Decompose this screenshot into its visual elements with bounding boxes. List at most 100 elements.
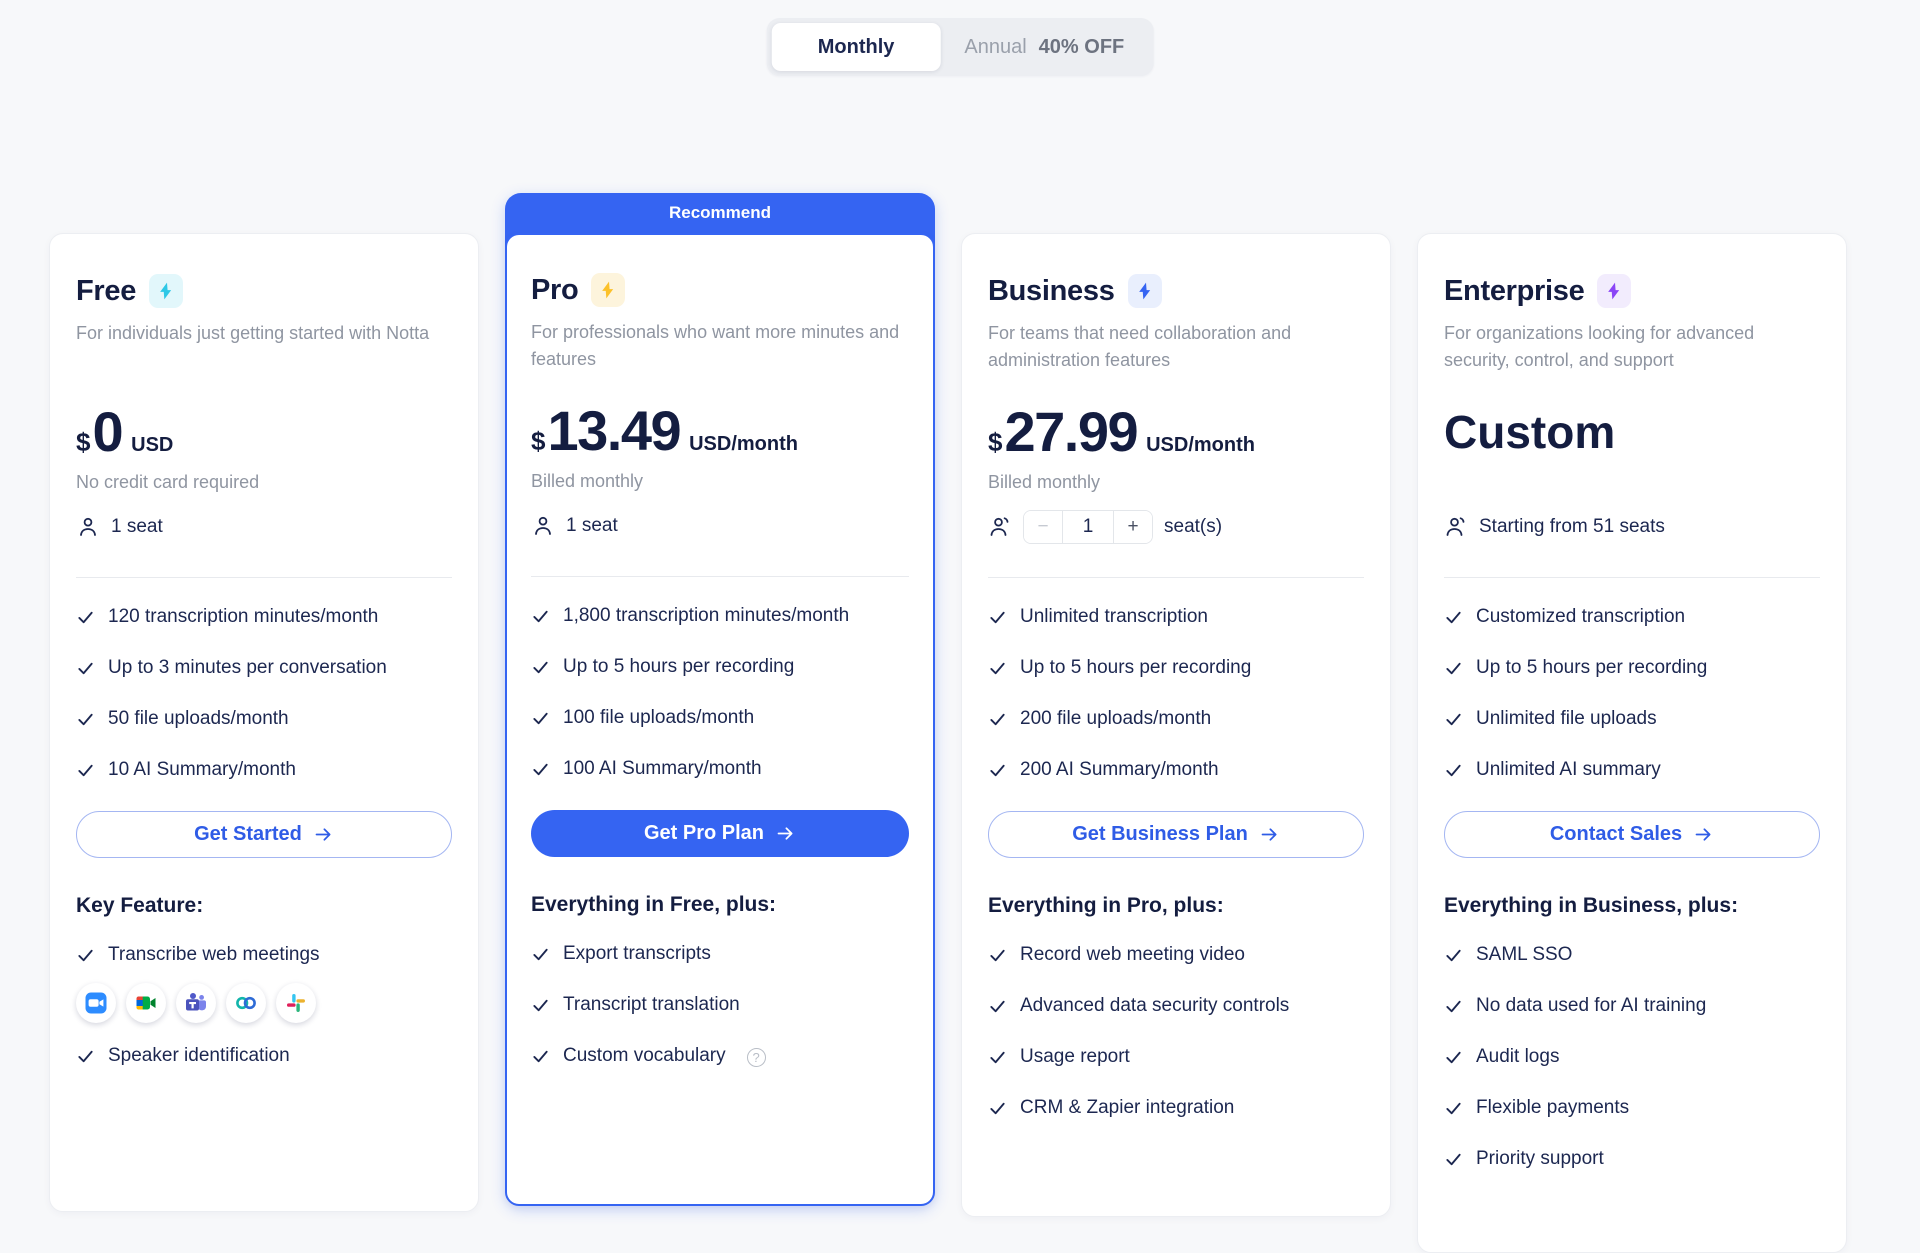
plus-feature-list: Transcribe web meetings (76, 944, 452, 971)
price-unit: USD (131, 434, 174, 456)
plan-card-pro-wrap: Recommend Pro For professionals who want… (505, 193, 935, 1206)
feature-item: Flexible payments (1444, 1097, 1820, 1124)
toggle-annual[interactable]: Annual 40% OFF (940, 23, 1148, 71)
seat-row: Starting from 51 seats (1444, 510, 1820, 544)
plan-price: $ 13.49 USD/month (531, 399, 909, 462)
price-unit: USD/month (1146, 434, 1255, 456)
plus-section-heading: Key Feature: (76, 894, 204, 917)
check-icon (988, 1046, 1007, 1073)
check-icon (1444, 606, 1463, 633)
seat-count-value[interactable]: 1 (1062, 511, 1114, 543)
price-amount: 13.49 (547, 399, 681, 462)
plan-title-row: Free (76, 274, 452, 308)
plan-description: For professionals who want more minutes … (531, 322, 900, 369)
plan-card-business: Business For teams that need collaborati… (961, 233, 1391, 1217)
check-icon (531, 656, 550, 683)
person-icon (535, 516, 551, 535)
get-business-plan-button[interactable]: Get Business Plan (988, 811, 1364, 858)
contact-sales-button[interactable]: Contact Sales (1444, 811, 1820, 858)
plan-name: Pro (531, 273, 579, 306)
zoom-icon (76, 983, 116, 1023)
feature-item: Usage report (988, 1046, 1364, 1073)
toggle-annual-label: Annual (964, 35, 1027, 58)
feature-list: 1,800 transcription minutes/month Up to … (531, 605, 909, 785)
feature-item: Advanced data security controls (988, 995, 1364, 1022)
plan-title-row: Pro (531, 273, 909, 307)
microsoft-teams-icon (176, 983, 216, 1023)
feature-item: 100 AI Summary/month (531, 758, 909, 785)
price-unit: USD/month (689, 433, 798, 455)
slack-icon (276, 983, 316, 1023)
custom-price-label: Custom (1444, 406, 1616, 458)
seat-increment-button[interactable]: + (1114, 511, 1152, 543)
check-icon (988, 944, 1007, 971)
get-pro-plan-button[interactable]: Get Pro Plan (531, 810, 909, 857)
plan-name: Enterprise (1444, 274, 1585, 307)
people-icon (990, 517, 1009, 536)
feature-item: 10 AI Summary/month (76, 759, 452, 786)
currency-symbol: $ (531, 426, 546, 456)
seat-decrement-button[interactable]: − (1024, 511, 1062, 543)
pricing-cards: Free For individuals just getting starte… (49, 193, 1847, 1253)
feature-item: Up to 5 hours per recording (531, 656, 909, 683)
check-icon (531, 707, 550, 734)
meeting-app-icons (76, 983, 452, 1023)
get-started-button[interactable]: Get Started (76, 811, 452, 858)
plan-title-row: Business (988, 274, 1364, 308)
plan-description: For teams that need collaboration and ad… (988, 323, 1292, 370)
check-icon (531, 994, 550, 1021)
feature-item: 200 AI Summary/month (988, 759, 1364, 786)
check-icon (1444, 995, 1463, 1022)
divider (988, 577, 1364, 578)
feature-item: 200 file uploads/month (988, 708, 1364, 735)
lightning-icon (1597, 274, 1632, 308)
arrow-right-icon (315, 828, 331, 841)
plus-feature-list: SAML SSO No data used for AI training Au… (1444, 944, 1820, 1175)
seat-label: seat(s) (1164, 516, 1223, 537)
lightning-icon (149, 274, 184, 308)
check-icon (76, 944, 95, 971)
plan-title-row: Enterprise (1444, 274, 1820, 308)
lightning-icon (591, 273, 626, 307)
check-icon (76, 1045, 95, 1072)
check-icon (1444, 1148, 1463, 1175)
seat-label: 1 seat (111, 516, 163, 537)
check-icon (531, 943, 550, 970)
feature-list: Unlimited transcription Up to 5 hours pe… (988, 606, 1364, 786)
people-icon (1446, 517, 1465, 536)
plan-card-free: Free For individuals just getting starte… (49, 233, 479, 1212)
check-icon (76, 657, 95, 684)
seat-stepper: − 1 + (1023, 510, 1153, 544)
plus-section-heading: Everything in Pro, plus: (988, 894, 1224, 917)
plan-price: $ 0 USD (76, 404, 452, 460)
price-note (1444, 472, 1820, 496)
arrow-right-icon (1261, 828, 1277, 841)
price-note: No credit card required (76, 472, 260, 492)
feature-item: 120 transcription minutes/month (76, 606, 452, 633)
annual-discount-badge: 40% OFF (1038, 35, 1125, 58)
toggle-monthly[interactable]: Monthly (771, 23, 941, 71)
check-icon (1444, 657, 1463, 684)
feature-item: 50 file uploads/month (76, 708, 452, 735)
feature-item: Unlimited AI summary (1444, 759, 1820, 786)
price-note: Billed monthly (531, 471, 644, 491)
divider (76, 577, 452, 578)
feature-item: Priority support (1444, 1148, 1820, 1175)
plan-description: For organizations looking for advanced s… (1444, 323, 1755, 370)
feature-item: Audit logs (1444, 1046, 1820, 1073)
check-icon (531, 1045, 550, 1072)
plus-feature-list: Speaker identification (76, 1045, 452, 1072)
feature-item: Transcribe web meetings (76, 944, 452, 971)
seat-row: 1 seat (76, 510, 452, 544)
feature-item: Transcript translation (531, 994, 909, 1021)
feature-item: Custom vocabulary? (531, 1045, 909, 1072)
check-icon (1444, 759, 1463, 786)
feature-item: No data used for AI training (1444, 995, 1820, 1022)
feature-item: Up to 5 hours per recording (1444, 657, 1820, 684)
feature-list: Customized transcription Up to 5 hours p… (1444, 606, 1820, 786)
feature-item: 1,800 transcription minutes/month (531, 605, 909, 632)
check-icon (988, 606, 1007, 633)
help-icon[interactable]: ? (746, 1048, 766, 1067)
check-icon (1444, 1046, 1463, 1073)
seat-row: − 1 + seat(s) (988, 510, 1364, 544)
